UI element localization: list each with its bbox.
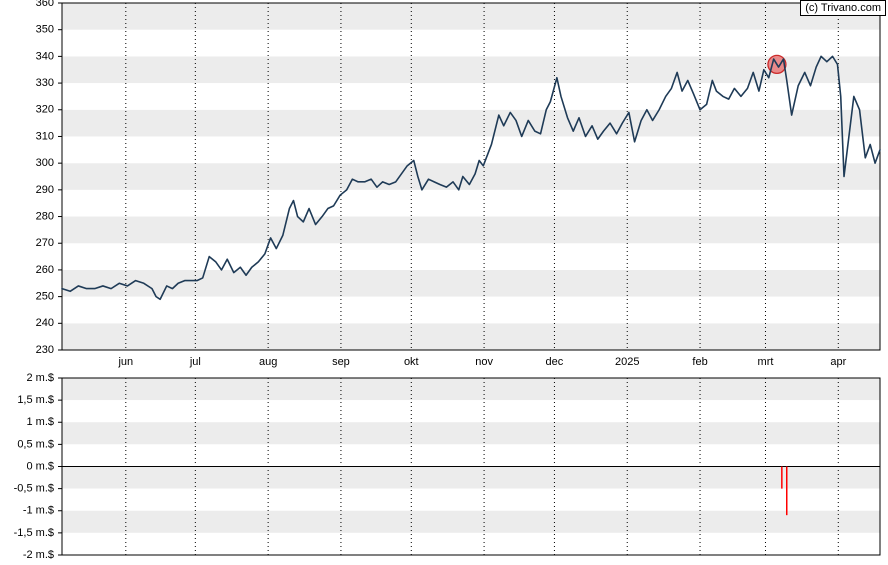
volume-chart: -2 m.$ -1,5 m.$ -1 m.$ -0,5 m.$ 0 m.$ 0,5 m.$…: [0, 0, 888, 565]
svg-text:-1 m.$: -1 m.$: [23, 505, 54, 517]
svg-text:1 m.$: 1 m.$: [26, 416, 54, 428]
svg-text:1,5 m.$: 1,5 m.$: [17, 394, 54, 406]
attribution-label: (c) Trivano.com: [800, 0, 886, 16]
svg-text:-0,5 m.$: -0,5 m.$: [14, 483, 54, 495]
svg-text:2 m.$: 2 m.$: [26, 372, 54, 384]
svg-text:0,5 m.$: 0,5 m.$: [17, 438, 54, 450]
svg-text:0 m.$: 0 m.$: [26, 460, 54, 472]
svg-text:-2 m.$: -2 m.$: [23, 549, 54, 561]
svg-text:-1,5 m.$: -1,5 m.$: [14, 527, 54, 539]
